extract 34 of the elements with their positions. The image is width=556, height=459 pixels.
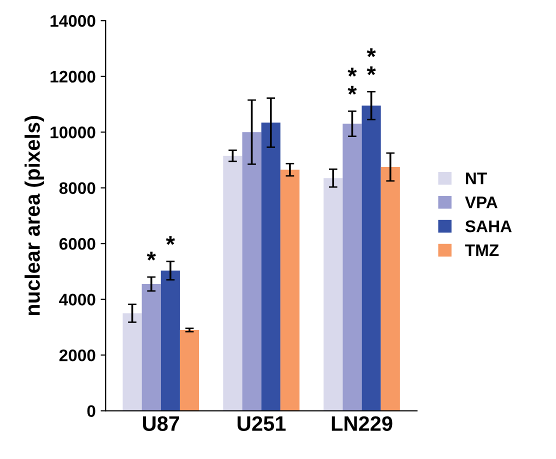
y-tick-label: 10000 [50, 126, 96, 138]
legend-label: TMZ [465, 244, 499, 256]
y-tick-label: 12000 [50, 70, 96, 83]
bar [380, 166, 400, 411]
x-tick-label: U87 [143, 416, 180, 431]
legend-label: VPA [465, 196, 498, 208]
legend-label: SAHA [465, 220, 512, 232]
bar [280, 170, 300, 411]
x-tick-label: U251 [238, 416, 286, 431]
bar [223, 156, 242, 411]
y-tick-label: 6000 [59, 238, 96, 250]
annotation: * [366, 48, 376, 58]
y-tick-label: 2000 [59, 349, 96, 362]
annotation: * [348, 68, 357, 77]
bar [142, 284, 161, 411]
x-tick-label: LN229 [332, 416, 392, 431]
annotation: * [348, 86, 357, 95]
y-tick-label: 0 [87, 405, 96, 418]
annotation: * [366, 66, 376, 76]
annotation: * [166, 236, 175, 245]
y-tick-label: 14000 [50, 15, 96, 27]
legend-label: NT [466, 172, 487, 184]
bar [261, 122, 280, 411]
bar [160, 270, 180, 411]
bar [342, 124, 362, 411]
bar [362, 106, 381, 411]
bar [122, 313, 142, 411]
bar [324, 178, 343, 411]
bar [180, 330, 200, 411]
y-axis-title: nuclear area (pixels) [24, 116, 44, 316]
y-tick-label: 4000 [59, 294, 96, 306]
y-tick-label: 8000 [59, 182, 96, 194]
annotation: * [146, 252, 156, 260]
bar [242, 132, 262, 411]
